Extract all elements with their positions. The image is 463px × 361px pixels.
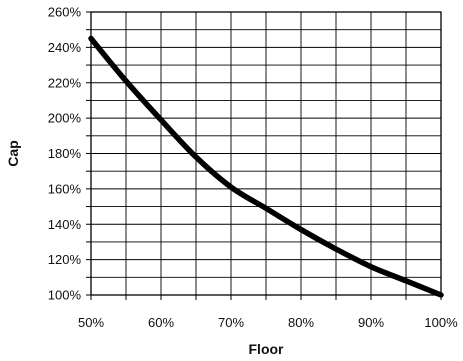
y-tick-label: 120%	[48, 252, 82, 267]
grid	[90, 11, 442, 296]
y-tick-label: 100%	[48, 288, 82, 303]
y-tick-label: 160%	[48, 181, 82, 196]
y-tick-label: 220%	[48, 75, 82, 90]
x-axis-title: Floor	[249, 341, 285, 357]
x-tick-label: 60%	[148, 315, 174, 330]
axes	[86, 11, 442, 300]
x-tick-label: 90%	[358, 315, 384, 330]
x-tick-label: 50%	[78, 315, 104, 330]
y-tick-label: 140%	[48, 217, 82, 232]
x-tick-label: 100%	[424, 315, 458, 330]
y-tick-label: 240%	[48, 40, 82, 55]
y-tick-label: 260%	[48, 5, 82, 20]
y-axis-title: Cap	[5, 140, 21, 166]
y-tick-label: 200%	[48, 111, 82, 126]
plot-frame	[90, 11, 442, 296]
x-tick-label: 80%	[288, 315, 314, 330]
tick-labels: 50% 60% 70% 80% 90% 100% 100% 120% 140% 160% 180% 2…	[48, 5, 458, 331]
series-layer	[88, 35, 444, 298]
y-tick-label: 180%	[48, 146, 82, 161]
series-line	[88, 35, 444, 298]
x-tick-label: 70%	[218, 315, 244, 330]
